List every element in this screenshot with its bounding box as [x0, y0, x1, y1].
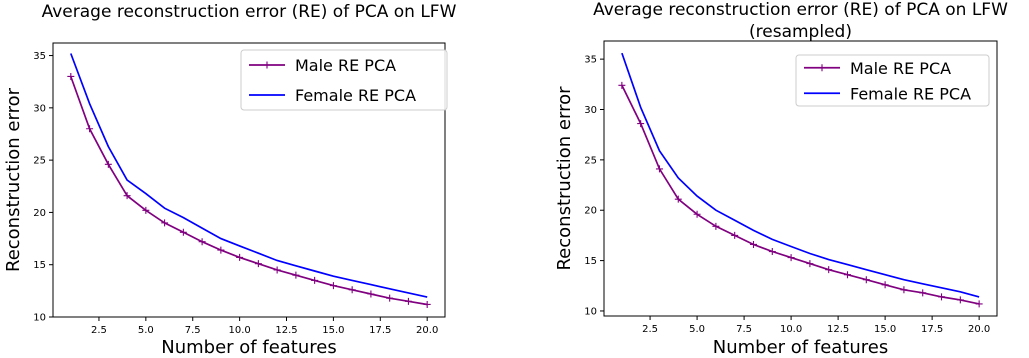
- chart-2-legend-box: [795, 54, 990, 107]
- chart-2-series-1-point: [637, 120, 645, 128]
- chart-1-x-axis-label: Number of features: [161, 337, 336, 358]
- chart-1-series-1-point: [273, 266, 281, 274]
- chart-1-series-1-point: [367, 290, 375, 298]
- chart-2-series-1-point: [806, 260, 814, 268]
- chart-2-x-tick-label: 2.5: [642, 324, 658, 335]
- chart-1-x-tick-label: 5.0: [138, 325, 154, 336]
- chart-1-series-1-point: [329, 282, 337, 290]
- chart-1-series-1-point: [404, 297, 412, 305]
- chart-1-axes-frame: [52, 42, 446, 318]
- chart-1-series-1-point: [348, 286, 356, 294]
- chart-1-legend-label-2: Female RE PCA: [295, 86, 416, 105]
- chart-2-title-line: Average reconstruction error (RE) of PCA…: [593, 0, 1008, 20]
- chart-2-y-tick-label: 35: [584, 55, 597, 66]
- chart-2-legend-marker-1: [818, 64, 826, 72]
- chart-2-series-1-point: [938, 293, 946, 301]
- chart-1-y-tick-label: 30: [33, 103, 46, 114]
- chart-1-x-tick-label: 12.5: [275, 325, 297, 336]
- chart-2: Average reconstruction error (RE) of PCA…: [554, 0, 1008, 358]
- chart-1-series-1-point: [161, 219, 169, 227]
- chart-2-series-1-point: [956, 296, 964, 304]
- chart-2-x-tick-label: 17.5: [921, 324, 943, 335]
- chart-1-series-1-point: [142, 206, 150, 214]
- chart-2-y-tick-label: 20: [584, 206, 597, 217]
- chart-2-series-2-line: [621, 52, 980, 298]
- chart-2-x-tick-label: 10.0: [780, 324, 802, 335]
- chart-1-y-tick-label: 35: [33, 51, 46, 62]
- chart-2-y-tick-label: 30: [584, 105, 597, 116]
- chart-2-y-tick-label: 10: [584, 306, 597, 317]
- chart-1-x-tick-label: 17.5: [369, 325, 391, 336]
- chart-1-series-1-point: [236, 253, 244, 261]
- chart-1-series-2-line: [70, 53, 428, 298]
- chart-2-x-tick-label: 20.0: [968, 324, 990, 335]
- chart-2-y-tick-label: 15: [584, 256, 597, 267]
- chart-2-x-tick-label: 15.0: [874, 324, 896, 335]
- chart-1-y-tick-label: 10: [33, 313, 46, 324]
- chart-1-x-tick-label: 20.0: [416, 325, 438, 336]
- chart-1-series-1-point: [123, 192, 131, 200]
- chart-2-x-tick-label: 5.0: [689, 324, 705, 335]
- chart-1-series-1-point: [67, 72, 75, 80]
- chart-2-series-1-point: [618, 81, 626, 89]
- chart-2-series-1-point: [768, 248, 776, 256]
- chart-2-series-1-point: [787, 254, 795, 262]
- chart-2-y-tick-label: 25: [584, 155, 597, 166]
- chart-1-series-1-point: [179, 228, 187, 236]
- chart-1-legend-marker-1: [263, 61, 271, 69]
- chart-2-series-1-point: [862, 276, 870, 284]
- chart-1-x-tick-label: 10.0: [228, 325, 250, 336]
- chart-1-series-1-point: [86, 125, 94, 133]
- chart-1-legend-label-1: Male RE PCA: [295, 56, 396, 75]
- chart-2-y-axis-label: Reconstruction error: [554, 86, 575, 271]
- chart-1-series-1-point: [104, 160, 112, 168]
- chart-1-y-axis-label: Reconstruction error: [3, 87, 24, 272]
- chart-2-series-1-point: [900, 286, 908, 294]
- chart-2-series-1-point: [881, 281, 889, 289]
- chart-2-x-tick-label: 7.5: [736, 324, 752, 335]
- chart-2-axes-frame: [603, 40, 998, 317]
- chart-2-series-1-point: [825, 266, 833, 274]
- chart-1-y-tick-label: 20: [33, 208, 46, 219]
- chart-1-y-tick-label: 15: [33, 260, 46, 271]
- chart-1-y-tick-label: 25: [33, 156, 46, 167]
- chart-1-series-1-point: [311, 276, 319, 284]
- chart-2-legend-label-2: Female RE PCA: [850, 84, 971, 103]
- chart-1: Average reconstruction error (RE) of PCA…: [3, 2, 457, 358]
- chart-1-series-1-point: [292, 271, 300, 279]
- chart-2-series-1-point: [731, 231, 739, 239]
- chart-2-series-1-point: [674, 195, 682, 203]
- chart-1-series-1-point: [254, 260, 262, 268]
- chart-1-x-tick-label: 7.5: [185, 325, 201, 336]
- chart-1-series-1-line: [70, 76, 428, 306]
- chart-2-series-1-point: [749, 240, 757, 248]
- chart-2-series-1-point: [844, 271, 852, 279]
- chart-1-x-tick-label: 15.0: [322, 325, 344, 336]
- chart-2-legend-label-1: Male RE PCA: [850, 59, 951, 78]
- chart-2-series-1-point: [712, 222, 720, 230]
- chart-1-x-tick-label: 2.5: [91, 325, 107, 336]
- chart-1-series-1-point: [217, 246, 225, 254]
- chart-1-legend-box: [240, 49, 448, 111]
- chart-2-x-axis-label: Number of features: [713, 337, 888, 358]
- chart-1-title-line: Average reconstruction error (RE) of PCA…: [42, 2, 457, 22]
- chart-1-series-1-point: [423, 300, 431, 308]
- chart-2-title-line: (resampled): [749, 22, 852, 42]
- chart-2-x-tick-label: 12.5: [827, 324, 849, 335]
- chart-2-series-1-point: [693, 210, 701, 218]
- chart-1-series-1-point: [386, 294, 394, 302]
- chart-2-series-1-point: [975, 300, 983, 308]
- chart-2-series-1-point: [919, 289, 927, 297]
- chart-2-series-1-point: [655, 165, 663, 173]
- chart-2-series-1-line: [621, 84, 980, 305]
- chart-1-series-1-point: [198, 238, 206, 246]
